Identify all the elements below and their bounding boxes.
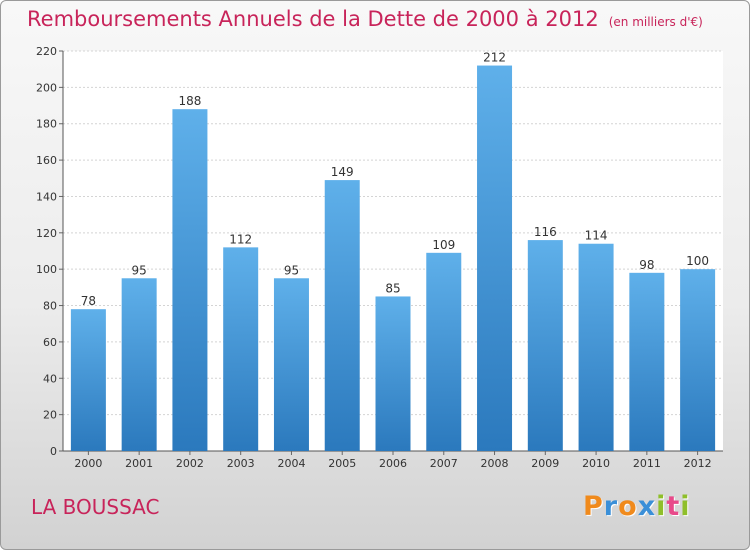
data-label-2001: 95 [132, 263, 147, 277]
chart-title-text: Remboursements Annuels de la Dette de 20… [27, 7, 599, 31]
y-tick-label: 0 [50, 445, 57, 458]
x-tick-label-2006: 2006 [379, 457, 407, 470]
data-label-2002: 188 [178, 94, 201, 108]
x-tick-label-2010: 2010 [582, 457, 610, 470]
x-tick-label-2001: 2001 [125, 457, 153, 470]
x-tick-label-2007: 2007 [430, 457, 458, 470]
logo-letter: r [603, 491, 619, 522]
logo-letter: t [666, 491, 681, 522]
bar-2002 [172, 109, 208, 451]
data-label-2012: 100 [686, 254, 709, 268]
x-tick-label-2003: 2003 [227, 457, 255, 470]
data-label-2010: 114 [585, 229, 608, 243]
y-tick-label: 200 [36, 81, 57, 94]
bar-2005 [324, 180, 360, 451]
proxiti-logo: Proxiti [583, 491, 691, 522]
logo-letter: i [656, 491, 667, 522]
y-tick-label: 120 [36, 227, 57, 240]
bar-2008 [477, 65, 513, 451]
data-label-2005: 149 [331, 165, 354, 179]
logo-letter: P [583, 491, 604, 522]
data-label-2009: 116 [534, 225, 557, 239]
bar-2012 [680, 269, 716, 451]
chart-unit: (en milliers d'€) [608, 15, 703, 29]
bar-2009 [527, 240, 563, 451]
bar-2010 [578, 243, 614, 451]
x-tick-label-2012: 2012 [684, 457, 712, 470]
bar-2004 [273, 278, 309, 451]
logo-letter: i [680, 491, 691, 522]
y-tick-label: 160 [36, 154, 57, 167]
y-tick-label: 20 [43, 409, 57, 422]
y-tick-label: 40 [43, 372, 57, 385]
data-label-2000: 78 [81, 294, 96, 308]
y-tick-label: 180 [36, 118, 57, 131]
bar-2003 [223, 247, 259, 451]
data-label-2006: 85 [385, 281, 400, 295]
data-label-2004: 95 [284, 263, 299, 277]
logo-letter: x [637, 491, 657, 522]
data-label-2008: 212 [483, 51, 506, 65]
commune-name: LA BOUSSAC [31, 495, 160, 519]
y-tick-label: 80 [43, 300, 57, 313]
x-tick-label-2004: 2004 [277, 457, 305, 470]
bar-2011 [629, 272, 665, 451]
y-tick-label: 140 [36, 190, 57, 203]
bar-2007 [426, 252, 462, 451]
logo-letter: o [618, 491, 638, 522]
bar-2000 [70, 309, 106, 451]
data-label-2011: 98 [639, 258, 654, 272]
x-tick-label-2002: 2002 [176, 457, 204, 470]
x-tick-label-2000: 2000 [74, 457, 102, 470]
y-tick-label: 220 [36, 45, 57, 58]
bar-2001 [121, 278, 157, 451]
bar-2006 [375, 296, 411, 451]
x-tick-label-2005: 2005 [328, 457, 356, 470]
y-tick-label: 60 [43, 336, 57, 349]
data-label-2007: 109 [432, 238, 455, 252]
x-tick-label-2009: 2009 [531, 457, 559, 470]
x-tick-label-2011: 2011 [633, 457, 661, 470]
y-tick-label: 100 [36, 263, 57, 276]
data-label-2003: 112 [229, 232, 252, 246]
x-tick-label-2008: 2008 [481, 457, 509, 470]
chart-title: Remboursements Annuels de la Dette de 20… [27, 7, 703, 31]
